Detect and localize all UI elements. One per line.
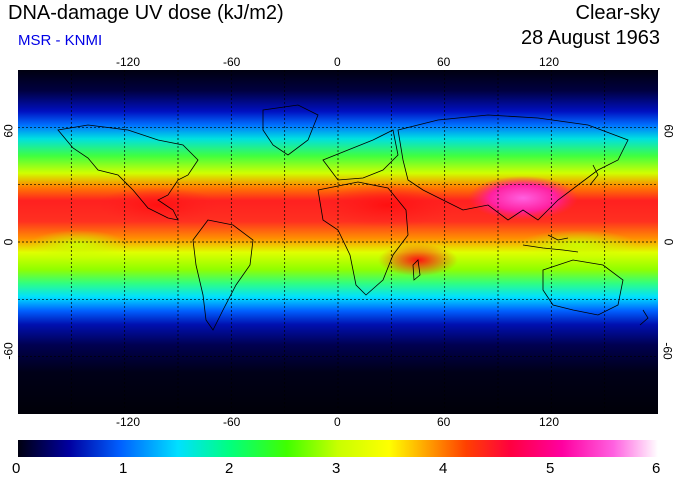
lon-tick-bottom: 60 (437, 415, 451, 429)
lat-tick-left: -60 (1, 342, 16, 360)
colorbar-label: 5 (546, 460, 555, 477)
extreme-uv-region (468, 176, 578, 220)
date-label: 28 August 1963 (520, 27, 660, 49)
colorbar-gradient (18, 440, 658, 457)
colorbar-label: 2 (225, 460, 234, 477)
lon-tick-top: 120 (539, 55, 560, 69)
colorbar-label: 4 (439, 460, 448, 477)
lon-tick-top: 60 (437, 55, 451, 69)
lon-tick-top: 0 (334, 55, 341, 69)
cloud-pattern (518, 230, 638, 260)
coastlines (57, 104, 649, 331)
data-source-label: MSR - KNMI (18, 32, 103, 49)
lat-tick-right: 60 (661, 124, 676, 138)
graticule (18, 70, 658, 414)
colorbar-label: 1 (119, 460, 128, 477)
sky-condition-label: Clear-sky (575, 2, 660, 24)
colorbar-label: 0 (12, 460, 21, 477)
colorbar-label: 6 (652, 460, 661, 477)
lat-tick-left: 60 (1, 124, 16, 138)
colorbar-label: 3 (332, 460, 341, 477)
map-title: DNA-damage UV dose (kJ/m2) (8, 2, 284, 24)
lon-tick-top: -120 (116, 55, 141, 69)
uv-dose-map (18, 70, 658, 414)
high-uv-region (318, 183, 458, 227)
lon-tick-top: -60 (223, 55, 241, 69)
lat-tick-right: 0 (661, 238, 676, 246)
lat-tick-left: 0 (1, 238, 16, 246)
cloud-pattern (28, 230, 128, 260)
lon-tick-bottom: -60 (223, 415, 241, 429)
lat-tick-right: -60 (660, 342, 675, 360)
lon-tick-bottom: -120 (116, 415, 141, 429)
high-uv-region (98, 187, 218, 223)
colorbar (18, 440, 658, 457)
lon-tick-bottom: 120 (539, 415, 560, 429)
lon-tick-bottom: 0 (334, 415, 341, 429)
